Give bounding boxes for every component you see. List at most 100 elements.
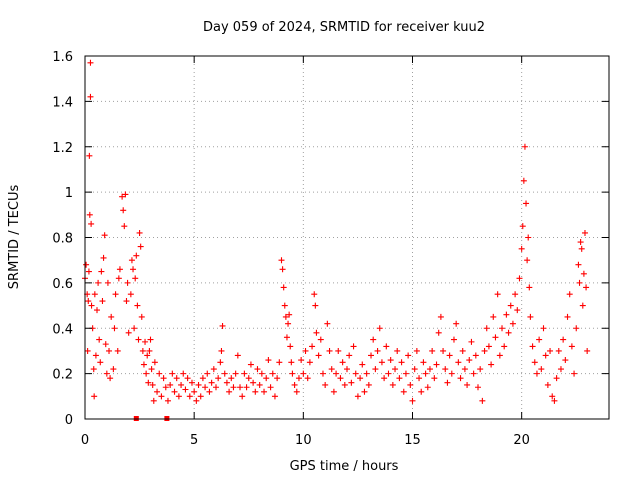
data-point xyxy=(378,359,385,366)
x-tick-label: 0 xyxy=(81,433,89,448)
data-point xyxy=(195,381,202,388)
data-point xyxy=(145,379,152,386)
data-point xyxy=(383,343,390,350)
data-point xyxy=(549,393,556,400)
axis-ticks: 0 0.2 0.4 0.6 0.8 1 1.2 1.4 1.6 0 5 10 15 20 xyxy=(52,50,609,448)
data-point xyxy=(584,347,591,354)
data-point xyxy=(313,329,320,336)
data-point xyxy=(237,384,244,391)
data-point xyxy=(540,325,547,332)
data-point xyxy=(470,370,477,377)
y-tick-label: 1 xyxy=(65,186,73,201)
data-point xyxy=(116,266,123,273)
data-point xyxy=(102,341,109,348)
data-point xyxy=(385,370,392,377)
data-point xyxy=(306,359,313,366)
y-tick-label: 0.2 xyxy=(52,368,73,383)
data-point xyxy=(115,275,122,282)
data-point xyxy=(566,291,573,298)
data-point xyxy=(392,366,399,373)
data-point xyxy=(202,384,209,391)
data-point xyxy=(143,370,150,377)
data-point xyxy=(411,366,418,373)
data-point xyxy=(370,336,377,343)
data-point xyxy=(254,366,261,373)
data-point xyxy=(278,257,285,264)
data-point xyxy=(230,384,237,391)
data-point xyxy=(243,384,250,391)
data-point xyxy=(258,370,265,377)
data-point xyxy=(241,370,248,377)
data-point xyxy=(492,334,499,341)
data-point xyxy=(279,266,286,273)
data-point xyxy=(317,336,324,343)
data-point xyxy=(91,393,98,400)
data-point xyxy=(188,379,195,386)
data-point xyxy=(461,366,468,373)
y-tick-label: 0.4 xyxy=(52,322,73,337)
y-tick-label: 1.2 xyxy=(52,141,73,156)
data-point xyxy=(505,329,512,336)
data-point xyxy=(221,370,228,377)
data-point xyxy=(103,370,110,377)
data-point xyxy=(95,279,102,286)
data-point xyxy=(223,379,230,386)
data-point xyxy=(128,257,135,264)
data-point xyxy=(542,352,549,359)
data-point xyxy=(169,370,176,377)
data-point xyxy=(208,379,215,386)
data-point xyxy=(158,393,165,400)
y-axis-label: SRMTID / TECUs xyxy=(7,185,22,290)
data-point xyxy=(96,336,103,343)
data-point xyxy=(142,338,149,345)
data-point xyxy=(232,370,239,377)
data-point xyxy=(285,320,292,327)
data-point xyxy=(104,279,111,286)
data-point xyxy=(560,336,567,343)
data-point xyxy=(579,302,586,309)
data-point xyxy=(433,361,440,368)
data-point xyxy=(405,352,412,359)
data-point xyxy=(136,229,143,236)
data-point xyxy=(346,352,353,359)
data-point xyxy=(376,325,383,332)
data-point xyxy=(206,388,213,395)
data-point xyxy=(348,379,355,386)
data-point xyxy=(527,313,534,320)
data-point xyxy=(444,379,451,386)
data-point xyxy=(464,381,471,388)
data-point xyxy=(339,359,346,366)
data-point xyxy=(293,388,300,395)
data-point xyxy=(333,370,340,377)
data-point xyxy=(575,261,582,268)
data-point xyxy=(298,357,305,364)
data-point xyxy=(130,266,137,273)
data-point xyxy=(573,325,580,332)
data-point xyxy=(468,338,475,345)
data-point xyxy=(302,347,309,354)
data-point xyxy=(304,375,311,382)
data-point xyxy=(387,357,394,364)
data-point xyxy=(529,343,536,350)
data-point xyxy=(281,302,288,309)
data-point xyxy=(381,375,388,382)
data-point xyxy=(173,375,180,382)
data-point xyxy=(488,361,495,368)
data-point xyxy=(85,298,92,305)
data-point xyxy=(544,381,551,388)
data-point xyxy=(269,370,276,377)
data-point xyxy=(197,393,204,400)
data-point xyxy=(507,302,514,309)
data-point xyxy=(440,347,447,354)
data-point xyxy=(437,313,444,320)
data-point xyxy=(86,152,93,159)
data-point xyxy=(472,352,479,359)
data-point xyxy=(139,347,146,354)
data-point xyxy=(218,347,225,354)
data-point xyxy=(536,336,543,343)
data-point xyxy=(326,347,333,354)
data-point xyxy=(315,352,322,359)
data-point xyxy=(84,347,91,354)
data-point xyxy=(309,343,316,350)
